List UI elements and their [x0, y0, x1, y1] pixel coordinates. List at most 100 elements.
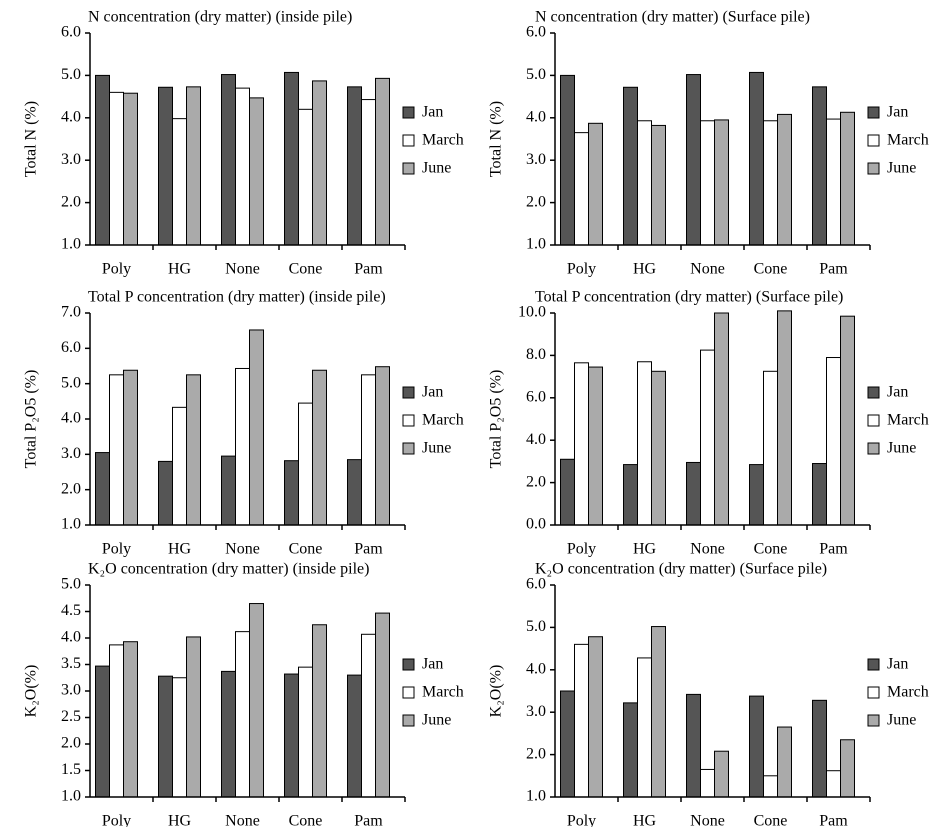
- y-tick-label: 4.0: [526, 431, 546, 448]
- bar: [158, 675, 173, 798]
- bar: [361, 99, 376, 246]
- bar: [588, 366, 603, 526]
- y-axis-label: Total P₂O5 (%): [23, 370, 40, 469]
- legend-label: June: [422, 160, 451, 177]
- y-tick-label: 6.0: [526, 388, 546, 405]
- y-tick-label: 5.0: [61, 576, 81, 593]
- y-axis-label: Total N (%): [488, 101, 505, 177]
- bar: [763, 370, 778, 526]
- y-tick-label: 4.0: [61, 629, 81, 646]
- legend-label: March: [887, 132, 929, 149]
- bar: [826, 118, 841, 246]
- legend-label: Jan: [887, 656, 908, 673]
- bar: [249, 329, 264, 526]
- y-axis-label: Total N (%): [23, 101, 40, 177]
- bar: [249, 97, 264, 246]
- bar: [651, 626, 666, 798]
- x-tick-label: HG: [168, 813, 192, 827]
- bar: [763, 775, 778, 798]
- x-tick-label: None: [690, 813, 725, 827]
- legend-label: June: [887, 160, 916, 177]
- y-axis-label: K₂O(%): [23, 665, 40, 718]
- legend-swatch: [867, 414, 880, 427]
- bar: [298, 402, 313, 526]
- x-tick-label: Poly: [102, 813, 131, 827]
- legend-label: Jan: [887, 104, 908, 121]
- x-tick-label: Cone: [754, 541, 788, 558]
- y-tick-label: 4.0: [526, 660, 546, 677]
- bar: [812, 699, 827, 798]
- y-tick-label: 2.0: [61, 480, 81, 497]
- bar: [714, 750, 729, 798]
- y-tick-label: 3.0: [526, 703, 546, 720]
- x-tick-label: Poly: [102, 261, 131, 278]
- bar: [361, 374, 376, 526]
- bar: [172, 406, 187, 526]
- y-tick-label: 6.0: [61, 24, 81, 41]
- y-tick-label: 5.0: [61, 374, 81, 391]
- x-tick-label: Poly: [102, 541, 131, 558]
- chart-title: K₂O concentration (dry matter) (inside p…: [88, 561, 369, 578]
- y-tick-label: 8.0: [526, 346, 546, 363]
- chart-title: K₂O concentration (dry matter) (Surface …: [535, 561, 827, 578]
- y-tick-label: 2.0: [61, 193, 81, 210]
- x-tick-label: Poly: [567, 261, 596, 278]
- bar: [777, 113, 792, 246]
- x-tick-label: Pam: [354, 813, 383, 827]
- x-tick-label: HG: [633, 261, 657, 278]
- bar: [812, 463, 827, 526]
- y-axis-label: Total P₂O5 (%): [488, 370, 505, 469]
- x-tick-label: None: [225, 261, 260, 278]
- y-tick-label: 4.0: [526, 108, 546, 125]
- x-tick-label: Poly: [567, 541, 596, 558]
- bar: [249, 603, 264, 798]
- x-tick-label: Cone: [289, 261, 323, 278]
- legend-label: June: [887, 712, 916, 729]
- x-tick-label: None: [690, 261, 725, 278]
- y-tick-label: 3.5: [61, 655, 81, 672]
- bar: [651, 370, 666, 526]
- bar: [172, 118, 187, 246]
- y-tick-label: 2.0: [526, 745, 546, 762]
- bar: [574, 643, 589, 798]
- x-tick-label: Cone: [289, 541, 323, 558]
- bar: [375, 366, 390, 526]
- y-tick-label: 4.0: [61, 410, 81, 427]
- chart-title: Total P concentration (dry matter) (Surf…: [535, 289, 843, 306]
- bar: [235, 367, 250, 526]
- y-tick-label: 2.0: [526, 473, 546, 490]
- y-tick-label: 5.0: [526, 66, 546, 83]
- x-tick-label: Pam: [354, 261, 383, 278]
- bar: [840, 739, 855, 798]
- chart-title: N concentration (dry matter) (inside pil…: [88, 9, 352, 26]
- y-tick-label: 6.0: [61, 339, 81, 356]
- legend-label: March: [887, 684, 929, 701]
- x-tick-label: Cone: [754, 813, 788, 827]
- legend-swatch: [867, 162, 880, 175]
- x-tick-label: Cone: [289, 813, 323, 827]
- bar: [347, 674, 362, 798]
- y-tick-label: 4.5: [61, 602, 81, 619]
- x-tick-label: Pam: [819, 541, 848, 558]
- legend-swatch: [867, 442, 880, 455]
- bar: [95, 452, 110, 526]
- legend-swatch: [402, 106, 415, 119]
- chart-title: Total P concentration (dry matter) (insi…: [88, 289, 386, 306]
- legend-swatch: [867, 106, 880, 119]
- x-tick-label: HG: [168, 541, 192, 558]
- y-tick-label: 1.0: [526, 236, 546, 253]
- bar: [700, 349, 715, 526]
- x-tick-label: Pam: [354, 541, 383, 558]
- y-tick-label: 1.0: [61, 236, 81, 253]
- x-tick-label: Poly: [567, 813, 596, 827]
- legend-swatch: [402, 658, 415, 671]
- y-tick-label: 2.5: [61, 708, 81, 725]
- legend-label: June: [887, 440, 916, 457]
- legend-swatch: [402, 686, 415, 699]
- bar: [221, 455, 236, 526]
- bar: [95, 74, 110, 246]
- bar: [235, 631, 250, 798]
- legend-swatch: [867, 658, 880, 671]
- legend-label: Jan: [422, 104, 443, 121]
